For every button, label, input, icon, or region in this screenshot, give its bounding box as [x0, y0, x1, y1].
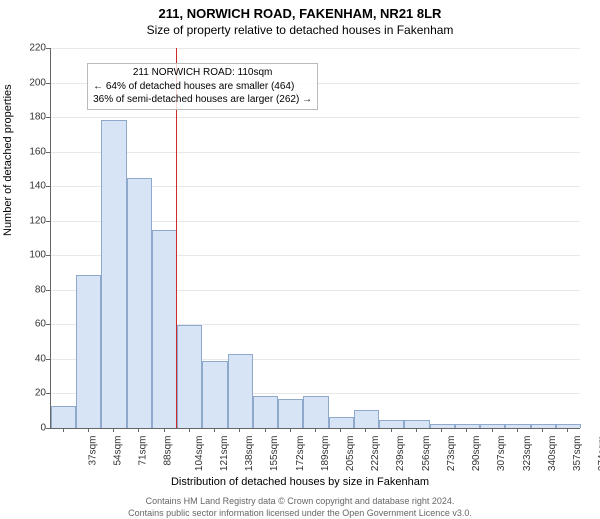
x-tick-label: 172sqm: [295, 436, 306, 472]
x-tick-mark: [63, 428, 64, 432]
x-tick-mark: [517, 428, 518, 432]
histogram-bar: [505, 424, 530, 428]
annotation-line: ← 64% of detached houses are smaller (46…: [93, 80, 312, 94]
x-tick-label: 340sqm: [547, 436, 558, 472]
histogram-bar: [303, 396, 328, 428]
y-tick-label: 100: [29, 250, 46, 261]
histogram-bar: [430, 424, 455, 428]
x-tick-mark: [164, 428, 165, 432]
y-tick-label: 60: [35, 319, 46, 330]
histogram-bar: [329, 417, 354, 428]
x-tick-label: 290sqm: [471, 436, 482, 472]
x-tick-label: 155sqm: [269, 436, 280, 472]
x-tick-mark: [315, 428, 316, 432]
histogram-bar: [354, 410, 379, 428]
footer-line-1: Contains HM Land Registry data © Crown c…: [0, 496, 600, 508]
x-tick-label: 307sqm: [497, 436, 508, 472]
y-tick-label: 80: [35, 284, 46, 295]
x-tick-label: 189sqm: [320, 436, 331, 472]
chart-plot-area: 02040608010012014016018020022037sqm54sqm…: [50, 48, 580, 428]
x-tick-mark: [416, 428, 417, 432]
histogram-bar: [556, 424, 581, 428]
x-tick-mark: [391, 428, 392, 432]
x-tick-label: 357sqm: [572, 436, 583, 472]
x-tick-label: 37sqm: [87, 436, 98, 466]
histogram-bar: [177, 325, 202, 428]
x-tick-label: 121sqm: [219, 436, 230, 472]
annotation-line: 211 NORWICH ROAD: 110sqm: [93, 66, 312, 80]
x-tick-label: 104sqm: [194, 436, 205, 472]
histogram-bar: [253, 396, 278, 428]
y-tick-label: 140: [29, 181, 46, 192]
histogram-bar: [531, 424, 556, 428]
page-title-address: 211, NORWICH ROAD, FAKENHAM, NR21 8LR: [0, 6, 600, 21]
x-tick-mark: [567, 428, 568, 432]
x-tick-mark: [340, 428, 341, 432]
histogram-bar: [51, 406, 76, 428]
x-tick-label: 205sqm: [345, 436, 356, 472]
histogram-bar: [101, 120, 126, 428]
x-tick-label: 323sqm: [522, 436, 533, 472]
chart-annotation: 211 NORWICH ROAD: 110sqm← 64% of detache…: [87, 63, 318, 110]
x-tick-mark: [466, 428, 467, 432]
x-tick-mark: [239, 428, 240, 432]
x-tick-mark: [542, 428, 543, 432]
x-tick-mark: [365, 428, 366, 432]
x-axis-label: Distribution of detached houses by size …: [0, 476, 600, 488]
y-tick-label: 220: [29, 43, 46, 54]
x-tick-mark: [441, 428, 442, 432]
x-tick-label: 239sqm: [396, 436, 407, 472]
x-tick-label: 88sqm: [163, 436, 174, 466]
footer-attribution: Contains HM Land Registry data © Crown c…: [0, 496, 600, 519]
y-tick-label: 20: [35, 388, 46, 399]
histogram-bar: [404, 420, 429, 428]
x-tick-mark: [265, 428, 266, 432]
histogram-bar: [480, 424, 505, 428]
y-axis-label: Number of detached properties: [2, 84, 14, 236]
histogram-bar: [202, 361, 227, 428]
gridline: [50, 117, 580, 118]
x-tick-mark: [290, 428, 291, 432]
histogram-bar: [152, 230, 177, 428]
x-tick-label: 256sqm: [421, 436, 432, 472]
y-axis-line: [50, 48, 51, 428]
x-tick-label: 138sqm: [244, 436, 255, 472]
x-tick-label: 54sqm: [112, 436, 123, 466]
y-tick-label: 120: [29, 215, 46, 226]
histogram-bar: [76, 275, 101, 428]
y-tick-label: 160: [29, 146, 46, 157]
x-tick-mark: [214, 428, 215, 432]
x-tick-label: 71sqm: [138, 436, 149, 466]
x-tick-mark: [138, 428, 139, 432]
x-tick-label: 222sqm: [370, 436, 381, 472]
gridline: [50, 48, 580, 49]
y-tick-label: 200: [29, 77, 46, 88]
page-title-subtitle: Size of property relative to detached ho…: [0, 23, 600, 37]
y-tick-label: 40: [35, 353, 46, 364]
x-tick-mark: [189, 428, 190, 432]
annotation-line: 36% of semi-detached houses are larger (…: [93, 93, 312, 107]
y-tick-mark: [46, 428, 50, 429]
histogram-bar: [127, 178, 152, 428]
x-tick-mark: [88, 428, 89, 432]
y-tick-label: 180: [29, 112, 46, 123]
x-tick-label: 273sqm: [446, 436, 457, 472]
histogram-bar: [228, 354, 253, 428]
histogram-bar: [455, 424, 480, 428]
gridline: [50, 152, 580, 153]
footer-line-2: Contains public sector information licen…: [0, 508, 600, 519]
histogram-bar: [379, 420, 404, 428]
x-tick-mark: [492, 428, 493, 432]
histogram-bar: [278, 399, 303, 428]
x-tick-mark: [113, 428, 114, 432]
